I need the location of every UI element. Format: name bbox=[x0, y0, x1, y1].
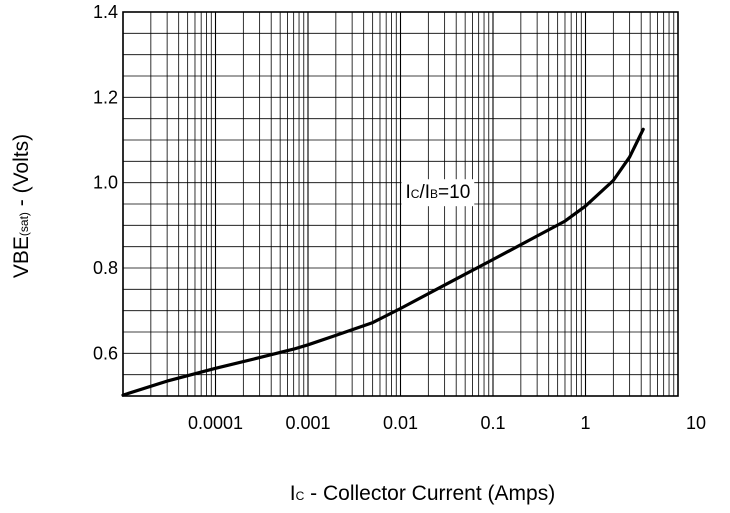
annotation-background bbox=[401, 179, 475, 207]
x-tick-label: 0.1 bbox=[480, 413, 505, 433]
annotation-ratio: IC/IB=10 bbox=[406, 182, 471, 203]
y-tick-label: 1.0 bbox=[93, 173, 118, 193]
axis-titles: IC - Collector Current (Amps) VBE(sat) - … bbox=[10, 134, 555, 505]
y-tick-label: 0.8 bbox=[93, 258, 118, 278]
x-tick-label: 0.001 bbox=[285, 413, 330, 433]
annotation-layer: IC/IB=10 bbox=[401, 179, 475, 207]
grid bbox=[122, 11, 678, 397]
y-axis-title: VBE(sat) - (Volts) bbox=[10, 134, 33, 278]
x-axis-title: IC - Collector Current (Amps) bbox=[290, 482, 555, 505]
x-tick-label: 0.0001 bbox=[188, 413, 243, 433]
tick-labels: 0.0001 0.001 0.01 0.1 1 10 0.6 0.8 1.0 1.2 1.4 bbox=[93, 2, 706, 433]
y-tick-label: 1.4 bbox=[93, 2, 118, 22]
x-tick-label: 0.01 bbox=[383, 413, 418, 433]
y-tick-label: 1.2 bbox=[93, 87, 118, 107]
x-tick-label: 10 bbox=[686, 413, 706, 433]
plot-frame bbox=[122, 11, 679, 397]
y-tick-label: 0.6 bbox=[93, 343, 118, 363]
x-tick-label: 1 bbox=[580, 413, 590, 433]
series-line bbox=[121, 127, 645, 397]
plot-border bbox=[122, 11, 679, 397]
series-layer bbox=[121, 127, 645, 397]
